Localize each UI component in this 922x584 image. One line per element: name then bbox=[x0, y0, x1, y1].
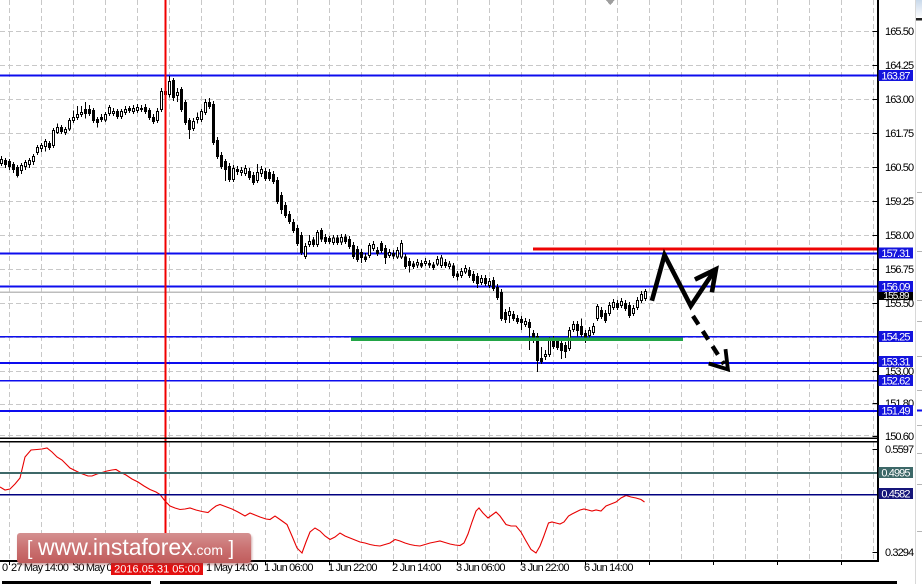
svg-text:156.09: 156.09 bbox=[881, 282, 910, 294]
svg-text:153.31: 153.31 bbox=[881, 357, 910, 369]
svg-text:160.50: 160.50 bbox=[885, 162, 914, 174]
svg-text:154.25: 154.25 bbox=[881, 332, 910, 344]
svg-text:2016.05.31 05:00: 2016.05.31 05:00 bbox=[114, 564, 200, 576]
svg-text:161.75: 161.75 bbox=[885, 128, 914, 140]
svg-text:27 May 14:00: 27 May 14:00 bbox=[11, 562, 69, 574]
svg-text:158.00: 158.00 bbox=[885, 230, 914, 242]
svg-text:0.4582: 0.4582 bbox=[881, 489, 910, 501]
svg-text:0.4995: 0.4995 bbox=[881, 468, 910, 480]
svg-text:159.25: 159.25 bbox=[885, 196, 914, 208]
svg-text:1 Jun 06:00: 1 Jun 06:00 bbox=[264, 562, 313, 574]
svg-text:155.89: 155.89 bbox=[883, 291, 910, 302]
svg-text:152.62: 152.62 bbox=[881, 376, 910, 388]
svg-text:151.49: 151.49 bbox=[881, 406, 910, 418]
svg-text:3 Jun 22:00: 3 Jun 22:00 bbox=[520, 562, 569, 574]
svg-text:155.50: 155.50 bbox=[885, 298, 914, 310]
svg-text:3 Jun 06:00: 3 Jun 06:00 bbox=[456, 562, 505, 574]
svg-text:1 May 14:00: 1 May 14:00 bbox=[206, 562, 258, 574]
svg-text:150.60: 150.60 bbox=[885, 431, 914, 443]
svg-text:1 Jun 22:00: 1 Jun 22:00 bbox=[328, 562, 377, 574]
svg-text:6 Jun 14:00: 6 Jun 14:00 bbox=[584, 562, 633, 574]
svg-text:163.00: 163.00 bbox=[885, 94, 914, 106]
svg-text:163.87: 163.87 bbox=[881, 71, 910, 83]
svg-text:164.25: 164.25 bbox=[885, 60, 914, 72]
svg-text:156.75: 156.75 bbox=[885, 264, 914, 276]
svg-text:2 Jun 14:00: 2 Jun 14:00 bbox=[392, 562, 441, 574]
svg-text:0.5597: 0.5597 bbox=[885, 444, 914, 456]
svg-text:165.50: 165.50 bbox=[885, 26, 914, 38]
svg-text:157.31: 157.31 bbox=[881, 248, 910, 260]
svg-text:0: 0 bbox=[2, 562, 8, 574]
svg-text:0.3294: 0.3294 bbox=[885, 547, 914, 559]
